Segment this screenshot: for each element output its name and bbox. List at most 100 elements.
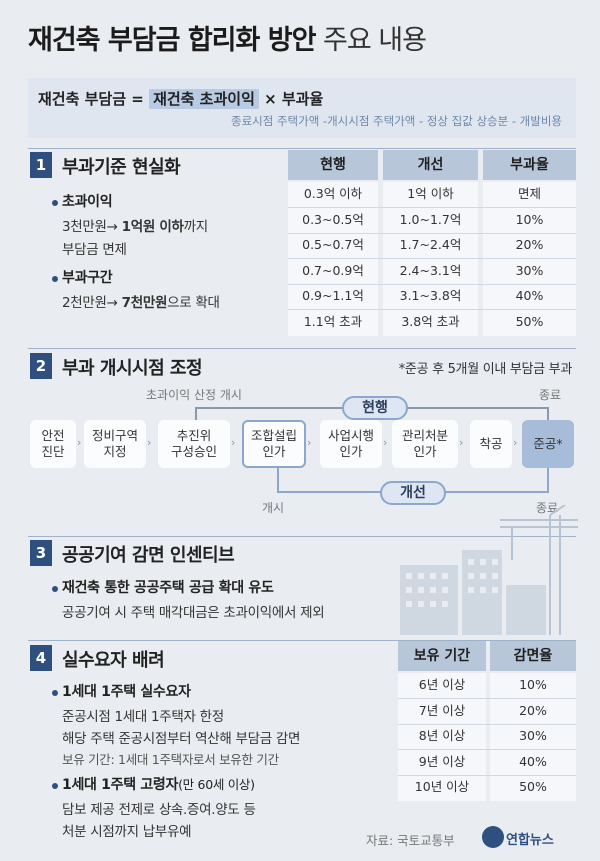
bullet-icon: [52, 586, 58, 592]
section2-number: 2: [30, 353, 52, 379]
s1-table-cell: 1억 이하: [407, 186, 454, 201]
title-suffix: 주요 내용: [323, 25, 427, 56]
s1-table-cell: 50%: [515, 313, 544, 329]
section-divider: [28, 536, 576, 537]
news-logo-icon: [482, 826, 504, 848]
s4-b2-line1: 담보 제공 전제로 상속.증여.양도 등: [62, 802, 256, 818]
table-row-divider: [288, 207, 576, 208]
formula-rhs: × 부과율: [264, 90, 324, 108]
s4-b1-line1: 준공시점 1세대 1주택자 한정: [62, 709, 224, 725]
process-step: 정비구역 지정: [84, 420, 146, 468]
title-main: 재건축 부담금 합리화 방안: [28, 25, 316, 56]
label-start-top: 초과이익 산정 개시: [146, 388, 242, 402]
section2-note: *준공 후 5개월 이내 부담금 부과: [398, 362, 573, 377]
section-divider: [28, 348, 576, 349]
s4-table-cell: 10%: [519, 677, 547, 692]
table-row-divider: [398, 698, 576, 699]
section1-title: 부과기준 현실화: [62, 157, 181, 178]
s4-b1-title: 1세대 1주택 실수요자: [62, 684, 191, 700]
s4-table-cell: 40%: [519, 753, 547, 769]
s1-table-cell: 1.0~1.7억: [399, 211, 462, 227]
section3-title: 공공기여 감면 인센티브: [62, 545, 235, 566]
s4-table-cell: 9년 이상: [418, 753, 466, 769]
chevron-right-icon: ›: [459, 436, 464, 449]
section4-title: 실수요자 배려: [62, 650, 165, 671]
s4-table-cell: 30%: [519, 728, 547, 743]
s1-b2-title: 부과구간: [62, 270, 113, 286]
s1-table-cell: 20%: [515, 237, 544, 252]
s3-b1-title: 재건축 통한 공공주택 공급 확대 유도: [62, 580, 274, 596]
s4-b2-line2: 처분 시점까지 납부유예: [62, 824, 192, 840]
s1-b1-line1: 3천만원→ 1억원 이하까지: [62, 219, 208, 235]
section-divider: [28, 148, 576, 149]
table-row-divider: [398, 723, 576, 725]
page-title: 재건축 부담금 합리화 방안 주요 내용: [28, 18, 427, 57]
section1-number: 1: [30, 152, 52, 178]
s4-header-period: 보유 기간: [398, 641, 486, 671]
process-step: 사업시행 인가: [320, 420, 382, 468]
s4-table-cell: 7년 이상: [418, 702, 466, 718]
formula-lhs: 재건축 부담금 =: [38, 90, 144, 108]
s4-col-bg: [398, 673, 486, 801]
table-row-divider: [288, 258, 576, 259]
table-row-divider: [398, 749, 576, 750]
label-start-bottom: 개시: [262, 501, 285, 515]
s1-table-cell: 0.5~0.7억: [302, 237, 364, 252]
chevron-right-icon: ›: [147, 436, 152, 449]
formula-box: [28, 78, 576, 138]
process-step: 안전 진단: [30, 420, 76, 468]
s1-header-improved: 개선: [383, 150, 478, 180]
chevron-right-icon: ›: [77, 436, 82, 449]
bullet-icon: [52, 200, 58, 206]
process-step: 추진위 구성승인: [158, 420, 230, 468]
label-end-bottom: 종료: [536, 501, 559, 515]
s4-table-cell: 50%: [519, 779, 547, 794]
section3-number: 3: [30, 540, 52, 566]
s1-table-cell: 10%: [515, 211, 544, 227]
s4-b1-line3: 보유 기간: 1세대 1주택자로서 보유한 기간: [62, 752, 279, 767]
s1-table-cell: 0.7~0.9억: [302, 262, 364, 278]
formula-highlight: 재건축 초과이익: [149, 89, 259, 109]
s4-table-cell: 8년 이상: [418, 728, 466, 743]
s3-b1-line: 공공기여 시 주택 매각대금은 초과이익에서 제외: [62, 605, 325, 621]
chevron-right-icon: ›: [307, 436, 312, 449]
process-step: 조합설립 인가: [242, 420, 306, 468]
s1-table-cell: 2.4~3.1억: [399, 262, 462, 278]
process-step: 준공*: [522, 420, 574, 468]
section2-title: 부과 개시시점 조정: [62, 358, 203, 379]
s1-header-rate: 부과율: [483, 150, 576, 180]
bullet-icon: [52, 783, 58, 789]
s4-table-cell: 20%: [519, 702, 547, 718]
table-row-divider: [288, 283, 576, 285]
s1-b2-line1: 2천만원→ 7천만원으로 확대: [62, 295, 220, 311]
s1-table-cell: 1.7~2.4억: [399, 237, 462, 252]
section-divider: [28, 640, 576, 641]
s4-table-cell: 6년 이상: [418, 677, 466, 692]
chevron-right-icon: ›: [383, 436, 388, 449]
process-step: 관리처분 인가: [392, 420, 458, 468]
s1-table-cell: 0.3억 이하: [303, 186, 363, 201]
s1-table-cell: 40%: [515, 288, 544, 303]
s1-table-cell: 면제: [517, 186, 541, 201]
news-logo: 연합뉴스: [506, 833, 554, 848]
s1-table-cell: 3.1~3.8억: [399, 288, 462, 303]
s1-header-current: 현행: [288, 150, 378, 180]
table-row-divider: [288, 232, 576, 234]
s4-table-cell: 10년 이상: [414, 779, 470, 794]
table-row-divider: [398, 774, 576, 776]
s4-b1-line2: 해당 주택 준공시점부터 역산해 부담금 감면: [62, 731, 301, 747]
s4-b2-title: 1세대 1주택 고령자(만 60세 이상): [62, 777, 255, 793]
s1-table-cell: 0.9~1.1억: [302, 288, 364, 303]
table-row-divider: [288, 309, 576, 310]
s1-b1-title: 초과이익: [62, 194, 113, 210]
section4-number: 4: [30, 645, 52, 671]
formula: 재건축 부담금 = 재건축 초과이익 × 부과율: [38, 88, 323, 109]
source-text: 자료: 국토교통부: [366, 833, 455, 848]
chevron-right-icon: ›: [231, 436, 236, 449]
formula-subtext: 종료시점 주택가액 -개시시점 주택가액 - 정상 집값 상승분 - 개발비용: [230, 114, 562, 128]
s4-header-rate: 감면율: [490, 641, 576, 671]
bullet-icon: [52, 276, 58, 282]
s4-col-bg: [490, 673, 576, 801]
s1-table-cell: 0.3~0.5억: [302, 211, 364, 227]
bullet-icon: [52, 690, 58, 696]
